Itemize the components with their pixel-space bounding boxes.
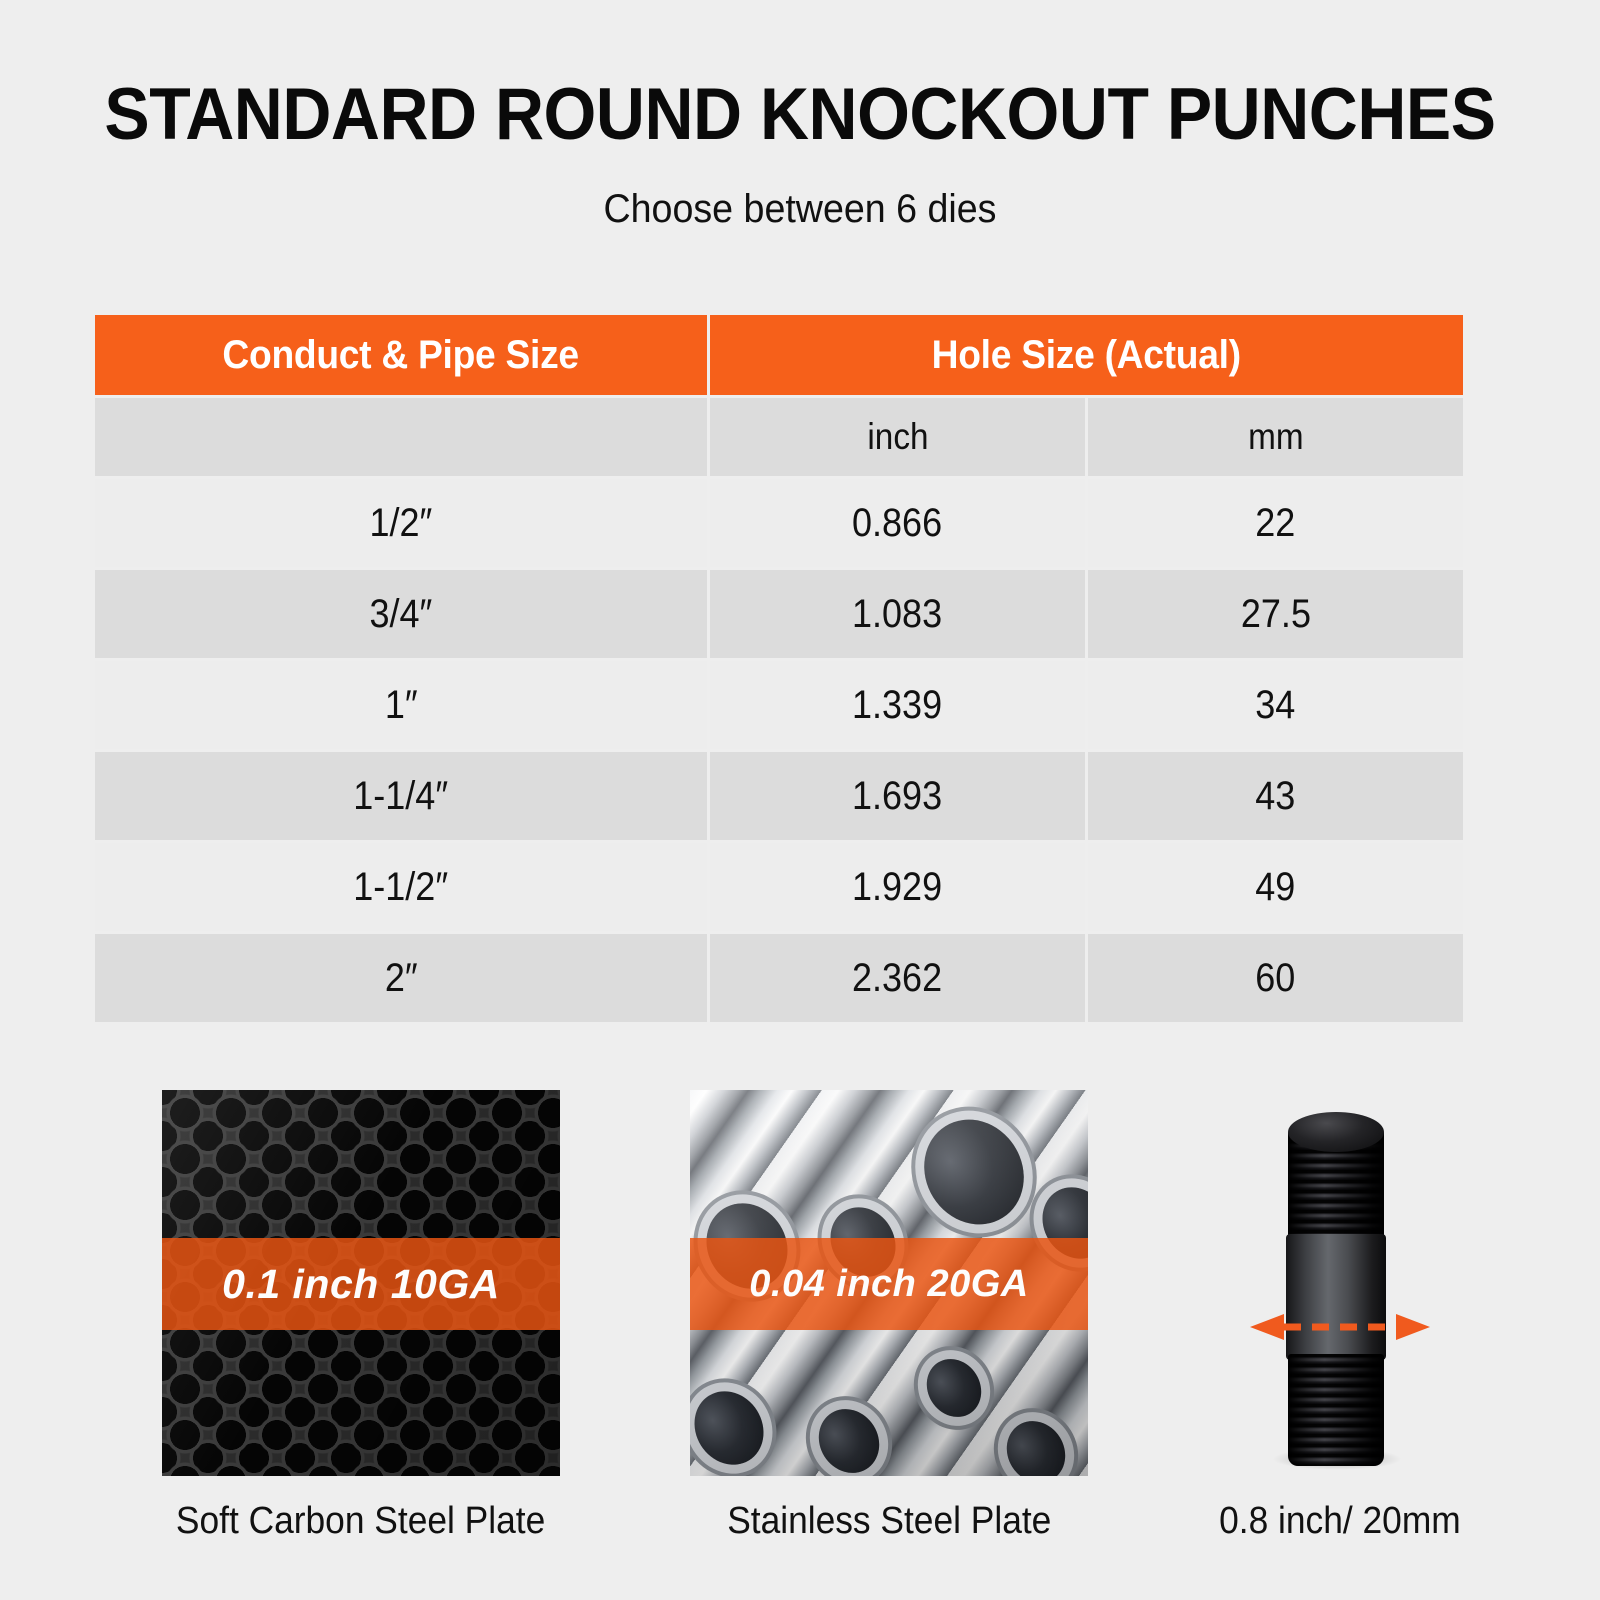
tube-bore	[806, 1397, 892, 1476]
cell-hole-inch: 1.339	[710, 661, 1085, 749]
sub-header-inch: inch	[710, 398, 1085, 476]
page-subtitle: Choose between 6 dies	[603, 187, 997, 231]
table-row: 1-1/2″ 1.929 49	[95, 843, 1463, 931]
table-row: 2″ 2.362 60	[95, 934, 1463, 1022]
column-header-hole-size: Hole Size (Actual)	[710, 315, 1463, 395]
panel-stainless-steel-plate: 0.04 inch 20GA	[690, 1090, 1088, 1476]
column-header-conduct-pipe-size: Conduct & Pipe Size	[95, 315, 707, 395]
panel-soft-carbon-steel-plate: 0.1 inch 10GA	[162, 1090, 560, 1476]
caption-soft-carbon-steel-plate: Soft Carbon Steel Plate	[176, 1500, 546, 1542]
table-row: 1″ 1.339 34	[95, 661, 1463, 749]
thickness-band-stainless: 0.04 inch 20GA	[690, 1238, 1088, 1330]
table-head: Conduct & Pipe Size Hole Size (Actual) i…	[95, 315, 1463, 476]
cell-hole-mm: 34	[1088, 661, 1463, 749]
column-header-conduct-pipe-size-label: Conduct & Pipe Size	[222, 332, 580, 377]
table-sub-header-row: inch mm	[95, 398, 1463, 476]
bolt-smooth-shank	[1286, 1234, 1386, 1360]
cell-pipe-size: 3/4″	[95, 570, 707, 658]
thickness-band-stainless-label: 0.04 inch 20GA	[749, 1262, 1029, 1305]
tube-bore	[904, 1100, 1044, 1244]
cell-hole-inch: 0.866	[710, 479, 1085, 567]
cell-hole-inch: 1.929	[710, 843, 1085, 931]
cell-hole-mm: 22	[1088, 479, 1463, 567]
cell-hole-inch: 2.362	[710, 934, 1085, 1022]
header: STANDARD ROUND KNOCKOUT PUNCHES Choose b…	[0, 0, 1600, 232]
cell-pipe-size: 1″	[95, 661, 707, 749]
caption-stainless-steel-plate: Stainless Steel Plate	[726, 1500, 1052, 1542]
thickness-band-carbon-label: 0.1 inch 10GA	[222, 1260, 500, 1307]
table-row: 1/2″ 0.866 22	[95, 479, 1463, 567]
thickness-band-carbon: 0.1 inch 10GA	[162, 1238, 560, 1330]
bolt-thread-upper	[1288, 1130, 1384, 1240]
cell-pipe-size: 1-1/4″	[95, 752, 707, 840]
bolt-top-face	[1288, 1112, 1384, 1152]
table-row: 3/4″ 1.083 27.5	[95, 570, 1463, 658]
cell-hole-mm: 27.5	[1088, 570, 1463, 658]
cell-hole-inch: 1.083	[710, 570, 1085, 658]
bolt-thread-lower	[1288, 1354, 1384, 1466]
diameter-arrow-icon	[1250, 1314, 1430, 1340]
sub-header-mm: mm	[1088, 398, 1463, 476]
black-threaded-draw-stud-image	[1286, 1106, 1386, 1466]
cell-hole-inch: 1.693	[710, 752, 1085, 840]
sub-header-empty	[95, 398, 707, 476]
cell-pipe-size: 1-1/2″	[95, 843, 707, 931]
table-row: 1-1/4″ 1.693 43	[95, 752, 1463, 840]
tube-bore	[690, 1378, 778, 1476]
cell-hole-mm: 43	[1088, 752, 1463, 840]
material-panels: 0.1 inch 10GA 0.04 inch 20GA	[0, 1090, 1600, 1560]
table-group-header-row: Conduct & Pipe Size Hole Size (Actual)	[95, 315, 1463, 395]
table-body: 1/2″ 0.866 22 3/4″ 1.083 27.5 1″ 1.339 3…	[95, 479, 1463, 1022]
cell-pipe-size: 2″	[95, 934, 707, 1022]
cell-hole-mm: 60	[1088, 934, 1463, 1022]
cell-hole-mm: 49	[1088, 843, 1463, 931]
cell-pipe-size: 1/2″	[95, 479, 707, 567]
tube-bore	[995, 1410, 1077, 1476]
specification-table: Conduct & Pipe Size Hole Size (Actual) i…	[92, 312, 1466, 1025]
caption-draw-stud-size: 0.8 inch/ 20mm	[1219, 1500, 1461, 1542]
panel-draw-stud	[1180, 1080, 1500, 1490]
column-header-hole-size-label: Hole Size (Actual)	[931, 332, 1242, 377]
tube-bore	[916, 1348, 992, 1428]
page-title: STANDARD ROUND KNOCKOUT PUNCHES	[104, 74, 1496, 155]
specification-table-wrapper: Conduct & Pipe Size Hole Size (Actual) i…	[92, 312, 1466, 1025]
panel-captions: Soft Carbon Steel Plate Stainless Steel …	[0, 1500, 1600, 1570]
